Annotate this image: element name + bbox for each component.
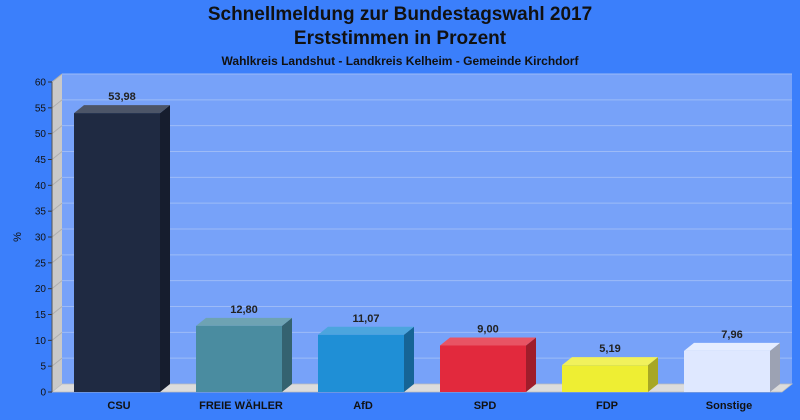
bar-value-label: 11,07	[353, 313, 380, 325]
gridline-side	[51, 73, 63, 83]
gridline-side	[51, 280, 63, 290]
y-tick-label: 45	[35, 155, 47, 166]
x-category-label: CSU	[107, 400, 130, 412]
bar-side	[526, 337, 536, 392]
bar-top	[440, 337, 536, 346]
gridline-side	[51, 331, 63, 341]
y-tick-label: 5	[40, 362, 46, 373]
y-axis-label: %	[12, 232, 24, 242]
y-tick-label: 55	[35, 103, 47, 114]
gridline-side	[51, 151, 63, 160]
y-tick-label: 20	[35, 284, 47, 295]
bar-top	[562, 357, 658, 366]
gridline-side	[51, 125, 63, 135]
y-tick-label: 30	[35, 233, 47, 244]
chart-title: Schnellmeldung zur Bundestagswahl 2017	[207, 4, 593, 25]
x-category-label: AfD	[353, 400, 373, 412]
gridline-side	[51, 99, 63, 109]
y-tick-label: 60	[35, 78, 47, 89]
gridline-side	[51, 357, 63, 367]
y-tick-label: 40	[35, 181, 47, 192]
bar	[74, 113, 160, 392]
bar-top	[196, 317, 292, 326]
bar	[196, 325, 282, 392]
gridline-side	[51, 202, 63, 212]
bar	[562, 365, 648, 392]
y-tick-label: 50	[35, 129, 47, 140]
gridline-side	[51, 306, 63, 315]
gridline-side	[51, 176, 63, 186]
bar-side	[648, 357, 658, 392]
chart-subtitle-2: Wahlkreis Landshut - Landkreis Kelheim -…	[221, 54, 579, 68]
y-tick-label: 10	[35, 336, 47, 347]
chart-subtitle: Erststimmen in Prozent	[293, 28, 507, 49]
bar-top	[684, 342, 780, 351]
bar	[440, 345, 526, 392]
x-category-label: FDP	[596, 400, 618, 412]
bar	[684, 350, 770, 392]
bar	[318, 334, 404, 392]
bar-value-label: 53,98	[108, 91, 136, 103]
gridline-side	[51, 254, 63, 264]
y-tick-label: 35	[35, 207, 47, 218]
bar-top	[318, 326, 414, 335]
bar-side	[404, 326, 414, 392]
bar-value-label: 5,19	[599, 343, 620, 355]
y-tick-label: 15	[35, 310, 47, 321]
gridline-side	[51, 228, 63, 238]
x-category-label: SPD	[474, 400, 497, 412]
y-tick-label: 0	[40, 388, 46, 399]
x-category-label: FREIE WÄHLER	[199, 399, 283, 412]
bar-top	[74, 105, 170, 114]
x-category-label: Sonstige	[706, 400, 752, 412]
bar-side	[770, 342, 780, 392]
bar-side	[282, 317, 292, 392]
bar-value-label: 9,00	[477, 324, 498, 336]
y-tick-label: 25	[35, 258, 47, 269]
bar-value-label: 12,80	[230, 304, 258, 316]
bar-side	[160, 105, 170, 392]
bar-value-label: 7,96	[721, 329, 742, 341]
